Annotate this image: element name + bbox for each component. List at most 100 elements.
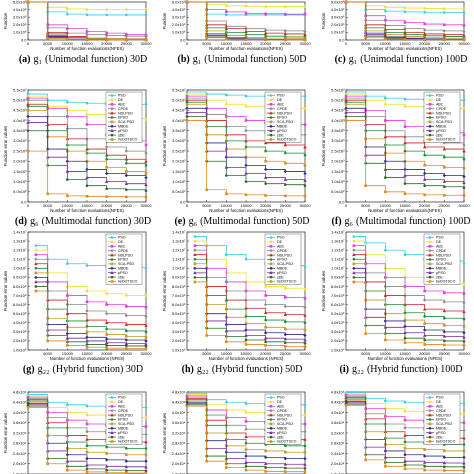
- legend-entry: heDOTSCO: [118, 440, 138, 444]
- y-tick-label: 1.0x10⁷: [172, 266, 186, 271]
- data-point: [303, 321, 307, 325]
- legend-entry: SCA-PSO: [277, 422, 293, 426]
- y-tick-label: 5.5x10³: [172, 87, 186, 92]
- data-point: [443, 449, 446, 453]
- data-point: [144, 347, 148, 351]
- series-2: [185, 0, 307, 16]
- x-tick-label: 25000: [121, 203, 133, 208]
- panel-letter: (e): [174, 216, 185, 227]
- legend-entry: DE: [436, 98, 442, 102]
- legend-marker: [428, 426, 432, 430]
- legend-marker: [110, 409, 114, 413]
- y-tick-label: 2.0x10⁶: [172, 22, 186, 27]
- data-point: [284, 466, 287, 470]
- legend-entry: CPDE: [436, 107, 447, 111]
- legend-entry: μPSO: [277, 129, 287, 133]
- data-point: [105, 468, 108, 472]
- data-point: [205, 334, 208, 337]
- y-tick-label: 4.0x10⁶: [172, 320, 186, 325]
- y-tick-label: 5.0x10⁶: [13, 0, 27, 4]
- data-point: [344, 0, 348, 4]
- data-point: [34, 257, 38, 261]
- data-point: [85, 413, 89, 417]
- data-point: [344, 119, 348, 122]
- data-point: [303, 145, 307, 149]
- x-tick-label: 15000: [81, 351, 93, 356]
- data-point: [403, 192, 407, 196]
- data-point: [26, 0, 30, 4]
- legend-marker: [110, 396, 114, 399]
- data-point: [66, 38, 69, 41]
- data-point: [66, 7, 69, 11]
- data-point: [104, 33, 109, 38]
- data-point: [144, 151, 148, 155]
- data-point: [193, 257, 197, 261]
- data-point: [403, 433, 407, 437]
- data-point: [244, 180, 248, 183]
- data-point: [244, 104, 248, 108]
- data-point: [34, 261, 38, 266]
- legend-entry: ABC: [436, 245, 444, 249]
- data-point: [403, 125, 407, 128]
- y-tick-label: 8.0x10⁶: [172, 284, 186, 289]
- y-tick-label: 1.1x10⁷: [331, 257, 345, 262]
- data-point: [185, 110, 189, 114]
- x-tick-label: 0: [186, 41, 189, 46]
- y-tick-label: 1.6x10⁴: [172, 471, 186, 474]
- y-tick-label: 3.2x10⁴: [172, 430, 186, 435]
- legend-marker: [269, 409, 273, 413]
- legend-entry: NDLPSO: [436, 413, 451, 417]
- data-point: [283, 29, 288, 33]
- legend-marker: [428, 270, 432, 274]
- data-point: [124, 465, 129, 469]
- data-point: [462, 186, 466, 190]
- data-point: [422, 177, 427, 181]
- legend-marker: [110, 426, 114, 430]
- series-9: [34, 285, 148, 348]
- y-tick-label: 2.0x10³: [13, 159, 27, 164]
- data-point: [284, 470, 287, 473]
- y-tick-label: 4.4x10⁴: [172, 400, 186, 405]
- data-point: [344, 106, 348, 111]
- data-point: [284, 38, 287, 42]
- data-point: [284, 286, 287, 290]
- data-point: [403, 104, 407, 108]
- data-point: [244, 441, 248, 445]
- data-point: [384, 96, 387, 100]
- x-tick-label: 30000: [140, 203, 152, 208]
- data-point: [303, 341, 307, 345]
- data-point: [352, 262, 356, 266]
- data-point: [66, 262, 69, 266]
- y-tick-label: 3.0x10⁶: [331, 15, 345, 20]
- data-point: [284, 12, 287, 16]
- data-point: [462, 455, 466, 460]
- panel-function: g₆: [189, 216, 198, 227]
- y-tick-label: 0.0: [180, 37, 186, 42]
- data-point: [462, 24, 466, 27]
- data-point: [423, 338, 426, 342]
- y-tick-label: 4.8x10⁴: [331, 389, 345, 394]
- data-point: [462, 436, 466, 440]
- data-point: [105, 327, 108, 331]
- y-tick-label: 5.0x10⁶: [172, 311, 186, 316]
- legend-entry: EPSO: [436, 418, 446, 422]
- series-2: [26, 0, 148, 37]
- data-point: [283, 337, 288, 341]
- legend-entry: NDLPSO: [118, 413, 133, 417]
- data-point: [125, 453, 128, 457]
- x-tick-label: 30000: [458, 351, 470, 356]
- data-point: [144, 342, 148, 346]
- legend-marker: [110, 400, 114, 404]
- x-tick-label: 15000: [399, 203, 411, 208]
- data-point: [462, 301, 466, 305]
- data-point: [144, 447, 148, 450]
- legend-marker: [110, 418, 114, 421]
- series-10: [26, 0, 148, 42]
- data-point: [462, 194, 466, 197]
- panel-description: (Multimodal function) 100D: [356, 216, 470, 227]
- legend-marker: [269, 253, 273, 257]
- legend-entry: CPDE: [118, 107, 129, 111]
- legend-entry: μPSO: [118, 431, 128, 435]
- data-point: [264, 159, 267, 163]
- x-tick-label: 0: [345, 41, 348, 46]
